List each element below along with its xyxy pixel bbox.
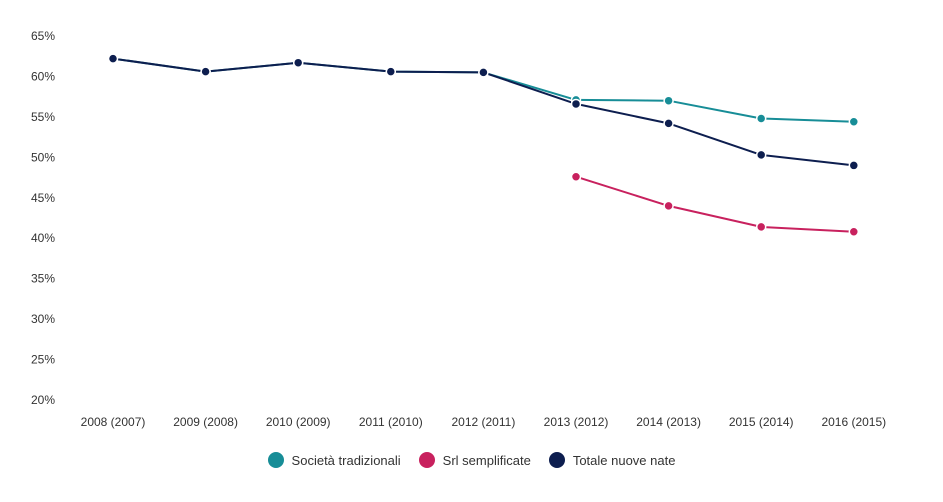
data-point[interactable] xyxy=(107,53,119,64)
series-line xyxy=(575,175,854,233)
y-tick-label: 45% xyxy=(31,191,55,205)
x-tick-label: 2010 (2009) xyxy=(266,415,331,429)
data-point[interactable] xyxy=(848,160,860,171)
y-tick-label: 35% xyxy=(31,272,55,286)
legend-label: Totale nuove nate xyxy=(572,452,676,468)
x-tick-label: 2012 (2011) xyxy=(451,415,515,429)
y-axis: 20% 25% 30% 35% 40% 45% 50% 55% 60% 65% xyxy=(31,29,55,407)
data-point[interactable] xyxy=(570,98,582,110)
series-points xyxy=(107,53,860,238)
data-point[interactable] xyxy=(755,113,767,124)
legend-label: Srl semplificate xyxy=(442,452,531,468)
x-tick-label: 2014 (2013) xyxy=(636,415,701,429)
x-tick-label: 2011 (2010) xyxy=(359,415,423,429)
data-point[interactable] xyxy=(663,118,674,129)
line-chart: 20% 25% 30% 35% 40% 45% 50% 55% 60% 65% 2008 (200… xyxy=(31,29,887,429)
data-point[interactable] xyxy=(848,226,860,238)
data-point[interactable] xyxy=(663,200,674,212)
data-point[interactable] xyxy=(848,116,860,127)
x-tick-label: 2016 (2015) xyxy=(821,415,886,429)
x-tick-label: 2008 (2007) xyxy=(81,415,146,429)
data-point[interactable] xyxy=(478,67,489,78)
legend-item-totale-nuove-nate[interactable]: Totale nuove nate xyxy=(548,452,676,468)
data-point[interactable] xyxy=(755,149,767,161)
x-tick-label: 2015 (2014) xyxy=(729,415,794,429)
data-point[interactable] xyxy=(570,171,582,182)
x-tick-label: 2009 (2008) xyxy=(173,415,238,429)
legend-swatch xyxy=(418,452,435,468)
legend: Società tradizionali Srl semplificate To… xyxy=(0,452,943,468)
data-point[interactable] xyxy=(663,95,674,106)
series-lines xyxy=(112,57,854,233)
legend-swatch xyxy=(267,452,284,468)
y-tick-label: 50% xyxy=(31,150,55,164)
legend-label: Società tradizionali xyxy=(291,452,401,468)
legend-swatch xyxy=(548,452,565,468)
y-tick-label: 65% xyxy=(31,29,55,43)
y-tick-label: 60% xyxy=(31,69,55,83)
y-tick-label: 40% xyxy=(31,231,55,245)
data-point[interactable] xyxy=(292,57,304,68)
data-point[interactable] xyxy=(385,66,397,77)
legend-item-societa-tradizionali[interactable]: Società tradizionali xyxy=(267,452,401,468)
x-axis: 2008 (2007) 2009 (2008) 2010 (2009) 2011 (2… xyxy=(81,415,887,429)
x-tick-label: 2013 (2012) xyxy=(544,415,609,429)
data-point[interactable] xyxy=(200,66,211,77)
y-tick-label: 30% xyxy=(31,312,55,326)
data-point[interactable] xyxy=(755,221,767,233)
y-tick-label: 20% xyxy=(31,393,55,407)
y-tick-label: 25% xyxy=(31,353,55,367)
legend-item-srl-semplificate[interactable]: Srl semplificate xyxy=(418,452,531,468)
y-tick-label: 55% xyxy=(31,110,55,124)
